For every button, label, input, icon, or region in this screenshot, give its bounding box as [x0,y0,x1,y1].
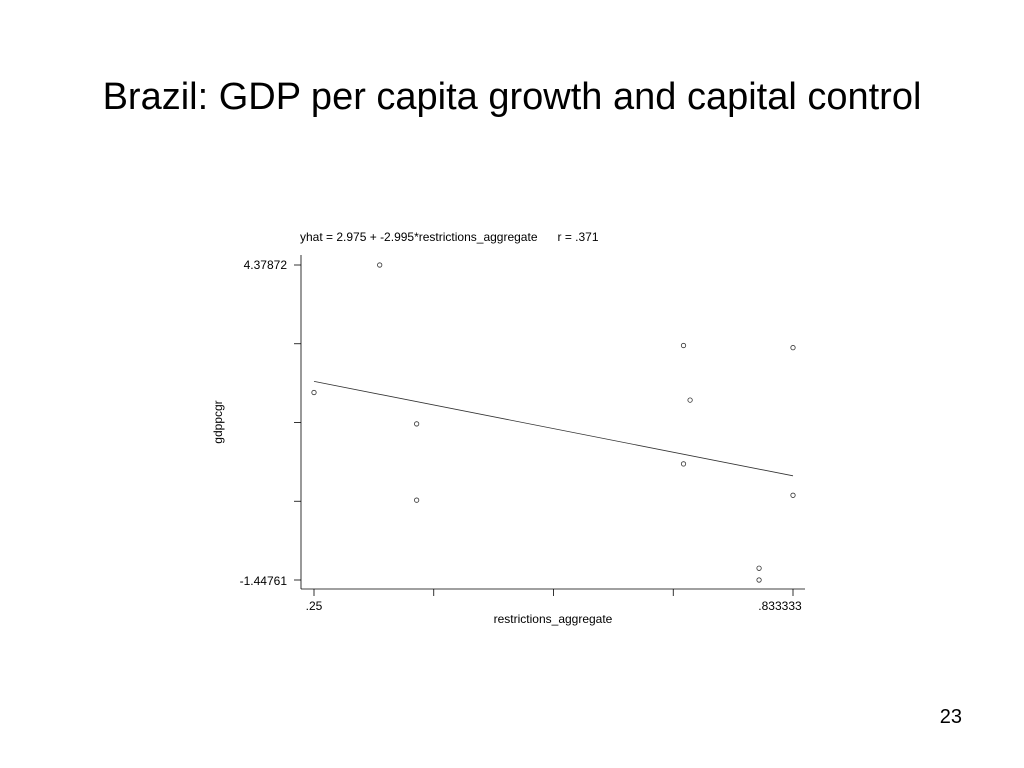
data-point [756,565,762,571]
data-point [377,262,383,268]
data-point [790,345,796,351]
data-point [790,492,796,498]
data-point [680,461,687,467]
x-tick-label-max: .833333 [758,599,802,613]
data-point [414,497,420,503]
slide-title: Brazil: GDP per capita growth and capita… [102,76,922,118]
data-point [687,397,693,403]
fit-line [313,380,794,477]
y-axis-label: gdppcgr [211,400,225,443]
x-axis: .25 .833333 restrictions_aggregate [301,588,805,626]
chart-title: yhat = 2.975 + -2.995*restrictions_aggre… [300,230,599,244]
points-layer [311,262,796,583]
data-point [311,389,317,396]
y-axis: 4.37872 -1.44761 gdppcgr [211,255,302,589]
x-tick-label-min: .25 [306,599,323,613]
page-number: 23 [939,706,962,728]
x-axis-label: restrictions_aggregate [494,612,613,626]
y-tick-label-max: 4.37872 [244,258,288,272]
data-point [680,342,687,349]
data-point [756,577,762,583]
fit-line-layer [313,380,794,477]
y-tick-label-min: -1.44761 [240,574,288,588]
data-point [414,421,420,427]
